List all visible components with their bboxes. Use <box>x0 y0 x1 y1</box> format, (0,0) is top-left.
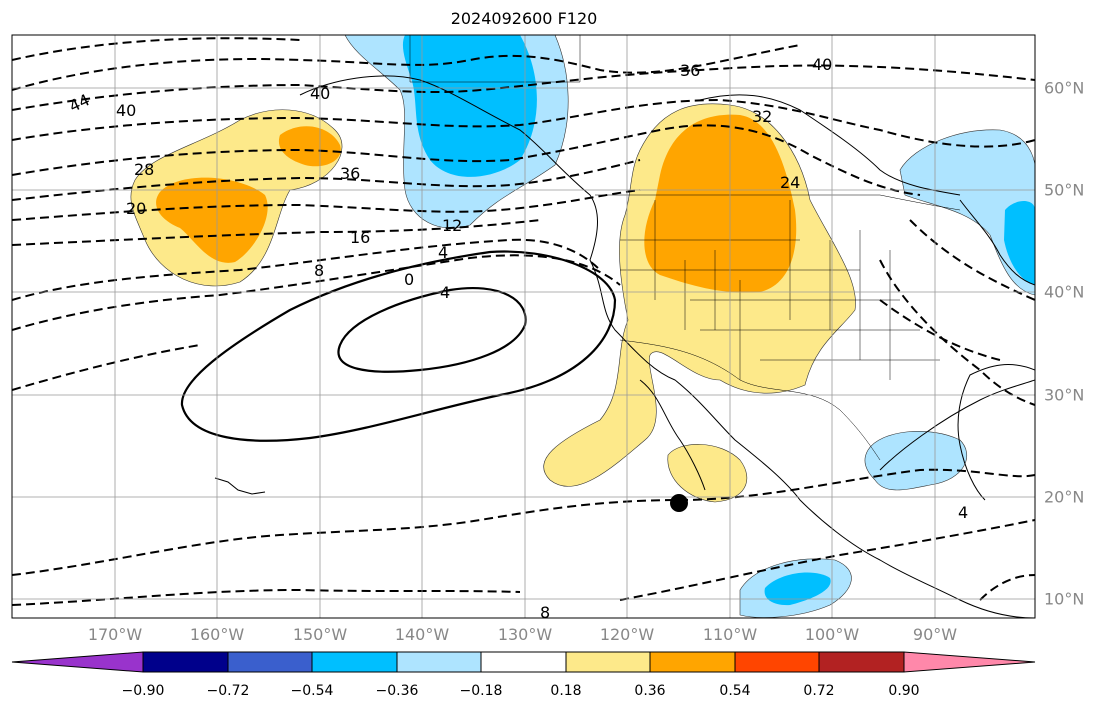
strong-positive-anomaly-pacific-2 <box>278 126 341 167</box>
contour-label: 20 <box>126 199 146 218</box>
borders <box>409 35 961 461</box>
contour-label: 40 <box>310 84 330 103</box>
contour-label: 4 <box>958 503 968 522</box>
strong-positive-anomaly-west-us <box>644 114 797 293</box>
graticule <box>12 35 1035 618</box>
contour-label: 40 <box>812 55 832 74</box>
latitude-label: 30°N <box>1044 385 1085 405</box>
colorbar-tick: −0.36 <box>375 683 419 699</box>
negative-anomaly-great-lakes <box>899 129 1035 296</box>
longitude-label: 130°W <box>497 625 553 644</box>
height-contours <box>12 37 1035 606</box>
contour-label-group: 44 40 40 36 28 20 16 8 12 4 0 4 36 40 32… <box>66 55 968 622</box>
colorbar <box>11 651 1036 673</box>
colorbar-over-arrow <box>903 651 1036 673</box>
colorbar-tick: −0.72 <box>206 683 250 699</box>
latitude-label: 40°N <box>1044 282 1085 302</box>
longitude-label: 170°W <box>87 625 143 644</box>
contour-label: 4 <box>438 243 448 262</box>
longitude-label: 90°W <box>912 625 958 644</box>
contour-label: 12 <box>442 216 462 235</box>
strong-positive-anomaly-pacific <box>156 177 268 263</box>
colorbar-tick: 0.72 <box>803 683 835 699</box>
colorbar-tick: −0.54 <box>290 683 334 699</box>
negative-anomaly-gulf-mexico <box>864 431 968 491</box>
contour-label: 8 <box>540 603 550 622</box>
strong-negative-anomaly-great-lakes <box>1004 201 1035 285</box>
longitude-label: 110°W <box>702 625 758 644</box>
tropical-cyclone-marker <box>670 494 688 512</box>
contour-label: 36 <box>680 61 700 80</box>
strong-negative-anomaly-tropical-pacific <box>764 572 831 606</box>
coastlines <box>214 75 1035 618</box>
longitude-label: 100°W <box>804 625 860 644</box>
contour-label: 16 <box>350 228 370 247</box>
colorbar-tick: −0.90 <box>121 683 165 699</box>
contour-label: 32 <box>752 107 772 126</box>
latitude-label: 60°N <box>1044 78 1085 98</box>
latitude-label: 20°N <box>1044 487 1085 507</box>
map-title: 2024092600 F120 <box>450 9 598 28</box>
positive-anomaly-baja <box>667 444 748 503</box>
colorbar-tick: 0.18 <box>550 683 582 699</box>
colorbar-tick: 0.36 <box>634 683 666 699</box>
contour-label: 36 <box>340 164 360 183</box>
contour-label: 24 <box>780 173 800 192</box>
colorbar-under-arrow <box>11 651 144 673</box>
latitude-label: 50°N <box>1044 180 1085 200</box>
colorbar-tick: −0.18 <box>459 683 503 699</box>
contour-label: 4 <box>440 283 450 302</box>
longitude-label: 160°W <box>189 625 245 644</box>
contour-label: 28 <box>134 160 154 179</box>
map-frame <box>11 34 1036 619</box>
strong-negative-anomaly-gulf-alaska <box>402 35 537 177</box>
contour-label: 40 <box>116 101 136 120</box>
contour-label: 0 <box>404 270 414 289</box>
longitude-label: 150°W <box>292 625 348 644</box>
contour-label: 8 <box>314 261 324 280</box>
colorbar-tick: 0.54 <box>719 683 751 699</box>
longitude-label: 120°W <box>599 625 655 644</box>
latitude-label: 10°N <box>1044 589 1085 609</box>
longitude-label: 140°W <box>394 625 450 644</box>
colorbar-tick: 0.90 <box>888 683 920 699</box>
